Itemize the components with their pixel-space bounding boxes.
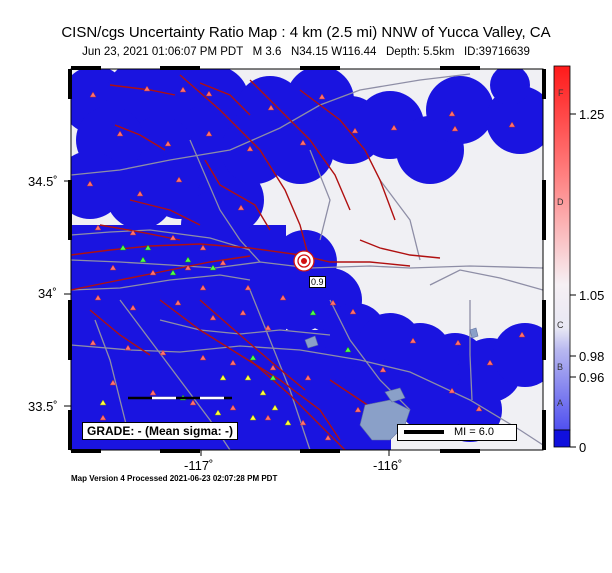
- colorbar-zero-swatch: [553, 429, 571, 448]
- station-markers-green: [119, 244, 352, 401]
- colorbar-tick-1-25: 1.25: [579, 107, 605, 122]
- colorbar: [553, 65, 576, 448]
- y-label-34-5: 34.5˚: [28, 174, 58, 189]
- grade-box: GRADE: - (Mean sigma: -): [82, 422, 239, 440]
- grade-letter-a: A: [557, 398, 564, 408]
- colorbar-tick-0-98: 0.98: [579, 349, 605, 364]
- epicenter-value-label: 0.9: [309, 276, 326, 288]
- grade-letter-d: D: [557, 197, 564, 207]
- x-label-117: -117˚: [184, 458, 214, 473]
- grade-letter-c: C: [557, 320, 564, 330]
- grade-letter-f: F: [558, 88, 564, 98]
- map-title: CISN/cgs Uncertainty Ratio Map : 4 km (2…: [61, 24, 551, 41]
- mi-scale-bar: [404, 430, 444, 434]
- road-network: [71, 73, 543, 450]
- map-frame: [64, 66, 546, 456]
- station-markers-red: [86, 85, 526, 441]
- map-subtitle: Jun 23, 2021 01:06:07 PM PDT M 3.6 N34.1…: [82, 46, 530, 58]
- mi-scale-label: MI = 6.0: [454, 426, 495, 438]
- map-footer: Map Version 4 Processed 2021-06-23 02:07…: [71, 474, 278, 483]
- colorbar-gradient: [553, 65, 571, 431]
- map-area: [71, 69, 543, 450]
- colorbar-tick-1-05: 1.05: [579, 288, 605, 303]
- mi-scale-box: MI = 6.0: [397, 424, 517, 441]
- colorbar-tick-0: 0: [579, 440, 587, 455]
- grade-letter-b: B: [557, 362, 564, 372]
- seismic-stations: [86, 85, 526, 441]
- station-markers-yellow: [99, 374, 292, 426]
- y-label-34: 34˚: [38, 286, 57, 301]
- y-label-33-5: 33.5˚: [28, 399, 58, 414]
- colorbar-tick-0-96: 0.96: [579, 370, 605, 385]
- epicenter-marker: [293, 250, 315, 272]
- x-label-116: -116˚: [373, 458, 403, 473]
